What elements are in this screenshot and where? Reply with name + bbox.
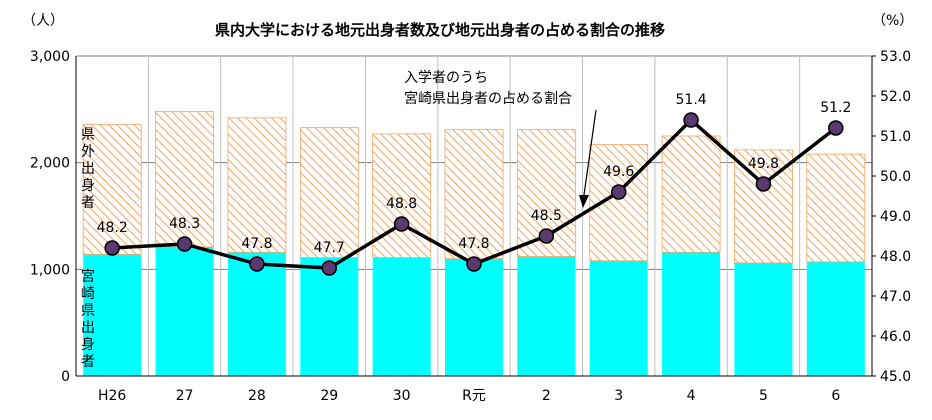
bars-group bbox=[82, 111, 866, 376]
ratio-point bbox=[683, 112, 699, 128]
bar-miyazaki bbox=[227, 252, 286, 376]
x-tick-label: 2 bbox=[542, 388, 551, 404]
annotation: 入学者のうち 宮崎県出身者の占める割合 bbox=[404, 70, 597, 208]
bar-miyazaki bbox=[589, 260, 648, 376]
x-tick-label: 6 bbox=[831, 388, 840, 404]
ratio-point bbox=[755, 176, 772, 192]
outer-vertical-char: 出 bbox=[81, 161, 95, 177]
inner-vertical-char: 崎 bbox=[81, 286, 95, 302]
right-tick-label: 48.0 bbox=[880, 249, 911, 265]
ratio-data-label: 49.6 bbox=[603, 164, 634, 180]
ratio-data-label: 48.5 bbox=[531, 208, 562, 224]
x-tick-label: H26 bbox=[98, 388, 126, 404]
inner-vertical-char: 県 bbox=[81, 303, 95, 319]
bar-outside bbox=[227, 117, 287, 253]
annotation-arrow-shaft bbox=[583, 109, 597, 196]
inner-vertical-char: 身 bbox=[81, 337, 95, 353]
outer-vertical-char: 者 bbox=[81, 195, 95, 211]
outer-vertical-char: 県 bbox=[81, 127, 95, 143]
ratio-data-label: 51.2 bbox=[820, 100, 851, 116]
x-tick-label: R元 bbox=[462, 388, 486, 404]
x-tick-label: 27 bbox=[176, 388, 194, 404]
bar-outside bbox=[155, 111, 214, 248]
right-tick-label: 45.0 bbox=[880, 369, 911, 385]
right-tick-label: 52.0 bbox=[880, 89, 911, 105]
right-tick-label: 50.0 bbox=[880, 169, 911, 185]
bar-miyazaki bbox=[155, 246, 214, 376]
bar-miyazaki bbox=[734, 262, 793, 376]
ratio-line-group: 48.2 48.3 47.8 47.7 48.8 47.8 48.5 49.6 51.4 49.8… bbox=[97, 92, 851, 276]
bar-outside bbox=[661, 135, 721, 253]
left-axis-unit: （人） bbox=[22, 13, 64, 29]
outer-vertical-char: 外 bbox=[81, 144, 95, 160]
bar-miyazaki bbox=[83, 254, 142, 376]
x-axis-ticks: H26 27 28 29 30 R元 2 3 4 5 6 bbox=[98, 388, 840, 404]
ratio-point bbox=[104, 240, 120, 256]
bar-miyazaki bbox=[662, 252, 721, 376]
right-axis-ticks: 45.0 46.0 47.0 48.0 49.0 50.0 51.0 52.0 53.0 bbox=[872, 49, 911, 385]
annotation-line-1: 入学者のうち bbox=[404, 70, 488, 86]
annotation-arrow-head bbox=[579, 195, 589, 208]
bar-miyazaki bbox=[806, 261, 865, 376]
inner-vertical-char: 宮 bbox=[81, 269, 95, 285]
ratio-data-label: 48.3 bbox=[169, 216, 200, 232]
ratio-data-label: 47.7 bbox=[314, 240, 345, 256]
x-tick-label: 4 bbox=[687, 388, 696, 404]
right-tick-label: 51.0 bbox=[880, 129, 911, 145]
bar-outside bbox=[299, 127, 359, 258]
left-tick-label: 2,000 bbox=[30, 156, 70, 172]
ratio-data-label: 47.8 bbox=[241, 236, 272, 252]
ratio-data-label: 49.8 bbox=[748, 156, 779, 172]
bar-outside bbox=[444, 129, 504, 260]
inner-vertical-char: 者 bbox=[81, 354, 95, 370]
bar-miyazaki bbox=[372, 257, 431, 376]
ratio-point bbox=[466, 256, 482, 272]
right-tick-label: 53.0 bbox=[880, 49, 911, 65]
right-tick-label: 49.0 bbox=[880, 209, 911, 225]
x-tick-label: 5 bbox=[759, 388, 768, 404]
right-tick-label: 47.0 bbox=[880, 289, 911, 305]
inner-vertical-char: 出 bbox=[81, 320, 95, 336]
outer-vertical-char: 身 bbox=[81, 178, 95, 194]
ratio-data-label: 48.2 bbox=[97, 220, 128, 236]
ratio-point bbox=[176, 236, 193, 252]
left-axis-ticks: 0 1,000 2,000 3,000 bbox=[30, 49, 70, 385]
bar-outside bbox=[82, 123, 142, 255]
bar-outside bbox=[806, 153, 866, 263]
ratio-point bbox=[610, 184, 627, 200]
ratio-point bbox=[321, 260, 338, 276]
ratio-point bbox=[393, 216, 410, 232]
ratio-point bbox=[249, 256, 265, 272]
left-tick-label: 1,000 bbox=[30, 262, 70, 278]
x-tick-label: 30 bbox=[393, 388, 411, 404]
ratio-point bbox=[828, 120, 844, 136]
ratio-data-label: 47.8 bbox=[458, 236, 489, 252]
left-tick-label: 3,000 bbox=[30, 49, 70, 65]
right-axis-unit: （%） bbox=[872, 13, 913, 29]
x-tick-label: 29 bbox=[320, 388, 338, 404]
annotation-line-2: 宮崎県出身者の占める割合 bbox=[404, 90, 572, 107]
x-tick-label: 28 bbox=[248, 388, 266, 404]
bar-miyazaki bbox=[517, 256, 576, 376]
bar-miyazaki bbox=[300, 257, 359, 376]
ratio-data-label: 51.4 bbox=[676, 92, 707, 108]
ratio-point bbox=[538, 228, 555, 244]
chart-title: 県内大学における地元出身者数及び地元出身者の占める割合の推移 bbox=[215, 21, 665, 39]
right-tick-label: 46.0 bbox=[880, 329, 911, 345]
left-tick-label: 0 bbox=[61, 369, 70, 385]
x-tick-label: 3 bbox=[614, 388, 623, 404]
ratio-data-label: 48.8 bbox=[386, 196, 417, 212]
bar-miyazaki bbox=[445, 258, 503, 376]
